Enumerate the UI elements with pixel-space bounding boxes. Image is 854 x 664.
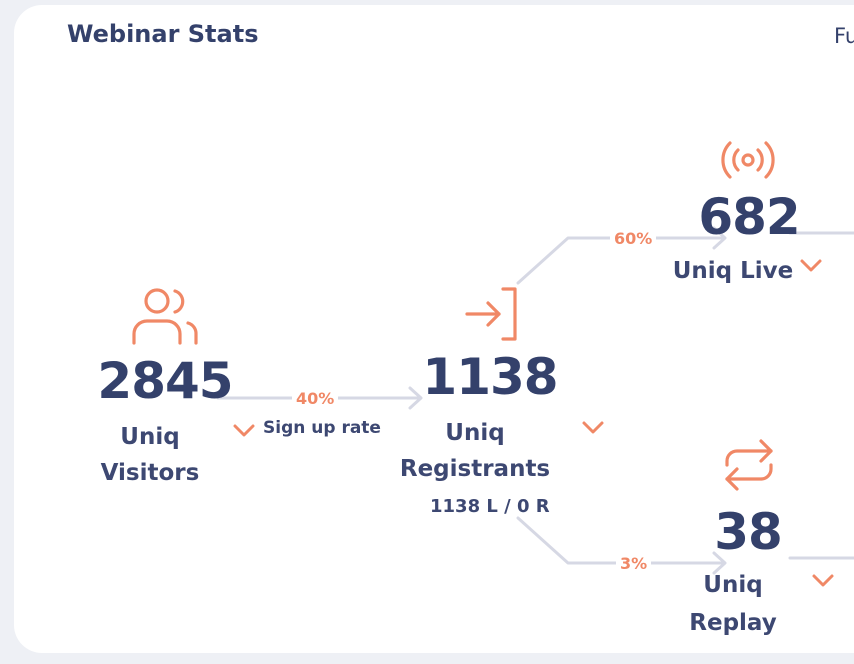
- broadcast-icon: [721, 141, 775, 179]
- users-icon: [132, 288, 198, 345]
- arrowhead-registrants: [408, 386, 423, 410]
- connector-registrants-replay: [516, 516, 724, 565]
- registrants-breakdown: 1138 L / 0 R: [430, 496, 550, 517]
- registrants-count: 1138: [422, 348, 558, 406]
- replay-chevron-icon[interactable]: [811, 573, 835, 589]
- registrants-label-line1: Uniq: [445, 420, 505, 446]
- live-rate-percent: 60%: [610, 229, 657, 248]
- visitors-label-line2: Visitors: [100, 460, 200, 486]
- funnel-tab[interactable]: Fu: [834, 24, 854, 48]
- sign-up-rate-percent: 40%: [292, 389, 339, 408]
- registrants-label-line2: Registrants: [399, 456, 551, 482]
- replay-label-line2: Replay: [689, 610, 777, 636]
- webinar-stats-card: [14, 5, 854, 653]
- sign-up-rate-chevron-icon[interactable]: [232, 423, 256, 439]
- live-chevron-icon[interactable]: [799, 258, 823, 274]
- live-count: 682: [698, 188, 800, 246]
- replay-count: 38: [714, 503, 783, 561]
- replay-rate-percent: 3%: [616, 554, 652, 573]
- connector-registrants-live: [516, 236, 724, 285]
- visitors-count: 2845: [97, 352, 233, 410]
- visitors-label-line1: Uniq: [120, 424, 180, 450]
- replay-label-line1: Uniq: [703, 572, 763, 598]
- sign-up-rate-label: Sign up rate: [263, 418, 381, 438]
- live-label: Uniq Live: [672, 258, 794, 284]
- arrowhead-live: [712, 226, 727, 250]
- card-title: Webinar Stats: [67, 20, 259, 48]
- repeat-icon: [725, 439, 773, 491]
- login-icon: [465, 287, 517, 341]
- arrowhead-replay: [712, 551, 727, 575]
- registrants-chevron-icon[interactable]: [581, 420, 605, 436]
